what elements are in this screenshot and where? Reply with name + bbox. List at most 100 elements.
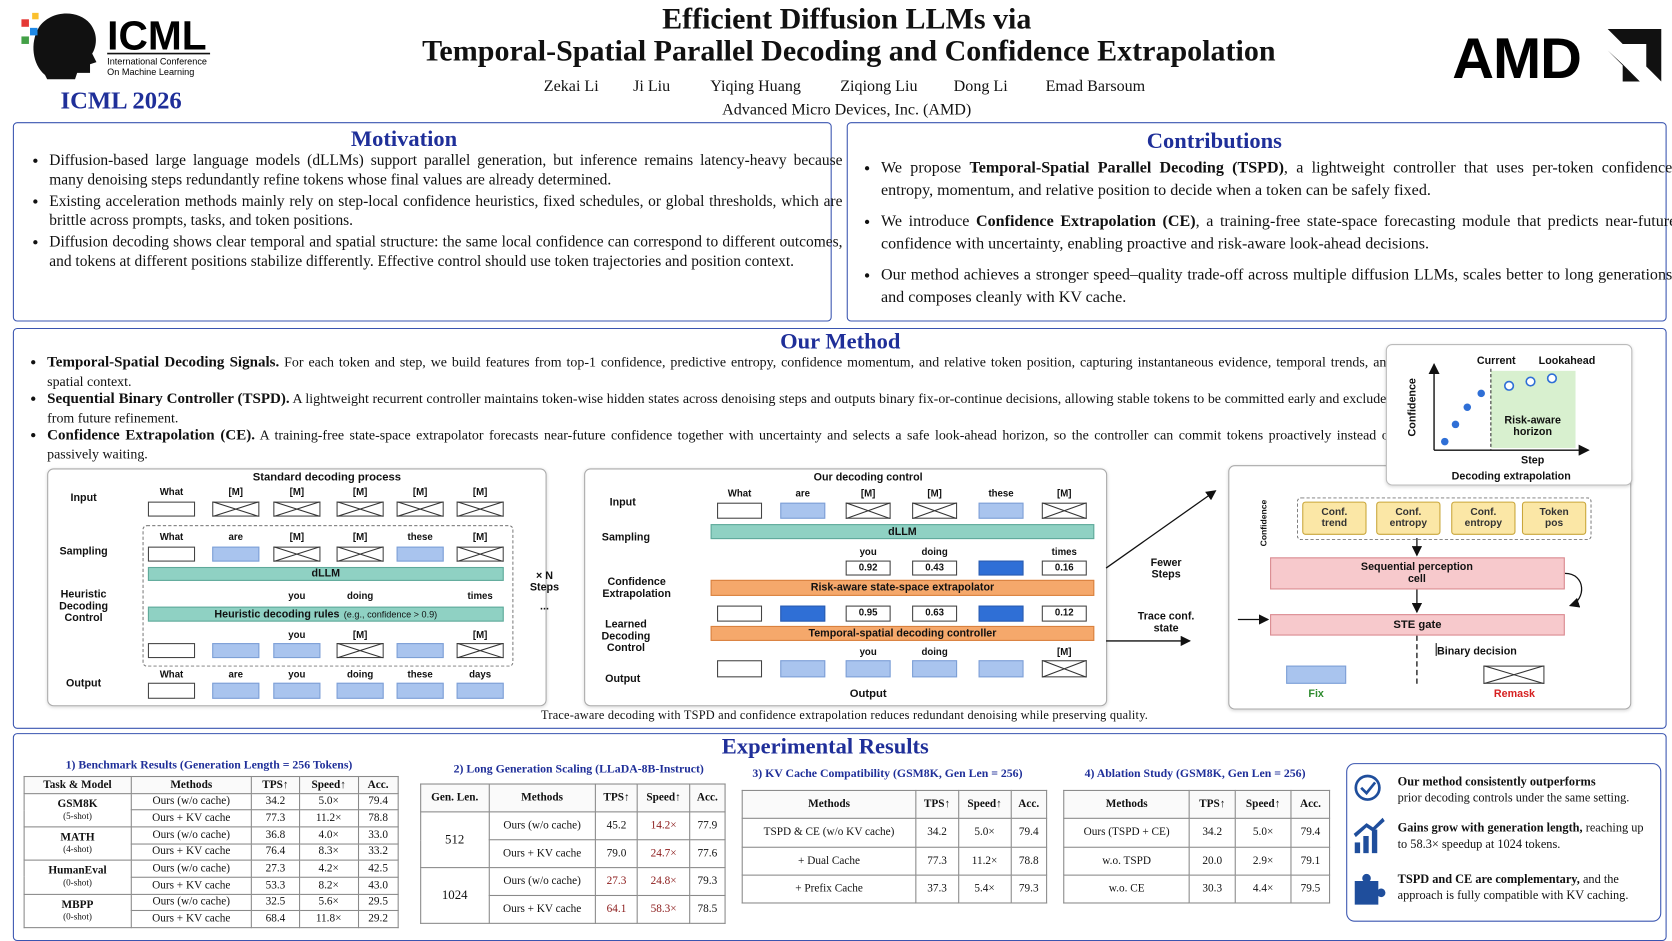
table-cell: 8.3× bbox=[298, 843, 359, 861]
table-cell: 77.9 bbox=[689, 811, 726, 841]
ellipsis: ... bbox=[539, 600, 549, 613]
token-label: days bbox=[469, 668, 492, 680]
sampling-frame bbox=[142, 525, 514, 667]
table-cell: 58.3× bbox=[637, 894, 691, 924]
motivation-item: Existing acceleration methods mainly rel… bbox=[49, 193, 842, 231]
table-cell: 29.5 bbox=[357, 893, 399, 912]
table-cell: 77.3 bbox=[915, 846, 959, 876]
table-row: Ours + KV cache 68.4 11.8× 29.2 bbox=[24, 910, 399, 929]
header-cell: Methods bbox=[1063, 789, 1191, 820]
token-box bbox=[396, 546, 444, 562]
token-box bbox=[1286, 665, 1347, 684]
table-row: Ours + KV cache 77.3 11.2× 78.8 bbox=[24, 809, 399, 828]
task-shot: (0-shot) bbox=[63, 877, 92, 888]
masked-token bbox=[456, 546, 504, 562]
output-label: Output bbox=[849, 687, 887, 701]
text: , a lightweight controller that uses per… bbox=[881, 159, 1672, 200]
token-label: What bbox=[159, 668, 184, 680]
table-cell: 11.8× bbox=[298, 910, 359, 929]
table-cell: 33.2 bbox=[357, 843, 399, 861]
logo-square bbox=[32, 12, 39, 20]
header-cell: Gen. Len. bbox=[420, 783, 490, 813]
table-cell: Ours + KV cache bbox=[488, 894, 597, 924]
row-label: Input bbox=[70, 492, 97, 505]
task-name: MBPP bbox=[61, 899, 94, 911]
table-cell: 4.2× bbox=[298, 859, 359, 878]
token-label: What bbox=[159, 531, 184, 543]
token-label: [M] bbox=[472, 486, 488, 498]
extrapolator-bar: Risk-aware state-space extrapolator bbox=[710, 579, 1095, 596]
token-box bbox=[212, 643, 260, 659]
header-cell: TPS↑ bbox=[1189, 789, 1236, 820]
header-cell: Acc. bbox=[1290, 789, 1331, 820]
token-box bbox=[845, 660, 891, 678]
cross bbox=[396, 501, 444, 517]
logo-square bbox=[21, 19, 29, 27]
table-row: 1024 Ours (w/o cache) 27.3 24.8× 79.3 bbox=[420, 867, 726, 924]
table-title: 1) Benchmark Results (Generation Length … bbox=[65, 758, 353, 772]
motivation-item: Diffusion-based large language models (d… bbox=[49, 152, 842, 190]
token-box bbox=[717, 660, 763, 678]
table-title: 4) Ablation Study (GSM8K, Gen Len = 256) bbox=[1084, 767, 1306, 781]
header-row: Methods TPS↑ Speed↑ Acc. bbox=[741, 789, 1048, 820]
table-cell: 45.2 bbox=[594, 811, 639, 841]
masked-token bbox=[912, 502, 958, 519]
token-box bbox=[147, 501, 196, 517]
header-cell: Speed↑ bbox=[637, 783, 691, 813]
task-shot: (4-shot) bbox=[63, 843, 92, 855]
header-cell: Acc. bbox=[689, 783, 726, 813]
summary-box bbox=[1346, 763, 1662, 922]
table-cell: 78.8 bbox=[1010, 846, 1048, 876]
motivation-list: Diffusion-based large language models (d… bbox=[26, 152, 842, 275]
cross bbox=[273, 501, 321, 517]
table-cell: 14.2× bbox=[637, 811, 691, 841]
cross bbox=[456, 546, 504, 562]
table-cell: 64.1 bbox=[594, 894, 639, 924]
table-cell: Ours (w/o cache) bbox=[488, 811, 597, 841]
table-cell: 79.4 bbox=[1290, 818, 1331, 848]
masked-token bbox=[336, 501, 384, 517]
inset-label: Current bbox=[1476, 355, 1516, 368]
cross bbox=[912, 502, 958, 519]
table-cell: Ours + KV cache bbox=[130, 843, 253, 861]
axis-label: Confidence bbox=[1258, 499, 1269, 547]
token-box bbox=[396, 643, 444, 659]
token-label: doing bbox=[346, 590, 374, 602]
feature-box bbox=[1376, 501, 1441, 535]
scaling-table: Gen. Len. Methods TPS↑ Speed↑ Acc. 512 Ours (w… bbox=[420, 783, 726, 924]
feature-label: Conf. entropy bbox=[1389, 506, 1428, 530]
cross bbox=[212, 501, 260, 517]
table-cell: 77.6 bbox=[689, 839, 726, 869]
header-cell: Speed↑ bbox=[298, 775, 359, 794]
table-cell: 4.4× bbox=[1234, 874, 1292, 904]
table-row: Ours + KV cache 53.3 8.2× 43.0 bbox=[24, 876, 399, 895]
table-cell: 33.0 bbox=[357, 826, 399, 845]
token-box bbox=[780, 605, 826, 622]
model-bar: dLLM bbox=[710, 524, 1095, 540]
table-cell: 77.3 bbox=[251, 809, 300, 828]
token-box bbox=[978, 605, 1024, 622]
text-bold: Temporal-Spatial Decoding Signals. bbox=[47, 354, 280, 371]
header-cell: Acc. bbox=[357, 775, 399, 794]
token-label: doing bbox=[921, 646, 948, 658]
contributions-list: We propose Temporal-Spatial Parallel Dec… bbox=[857, 158, 1672, 319]
token-label: you bbox=[288, 590, 306, 602]
row-label: Sampling bbox=[601, 532, 651, 544]
token-label: times bbox=[467, 590, 493, 602]
summary-item: Our method consistently outperforms prior… bbox=[1398, 775, 1655, 807]
task-shot: (0-shot) bbox=[63, 910, 92, 922]
token-box bbox=[912, 560, 958, 576]
table-cell: 20.0 bbox=[1189, 846, 1236, 876]
table-cell: 79.0 bbox=[594, 839, 639, 869]
inset-label: Lookahead bbox=[1538, 355, 1596, 368]
masked-token bbox=[336, 643, 384, 659]
inset-label: Risk-aware horizon bbox=[1504, 414, 1561, 439]
contribution-item: Our method achieves a stronger speed–qua… bbox=[881, 265, 1672, 310]
table-cell: 79.4 bbox=[357, 792, 399, 811]
table-cell: 78.8 bbox=[357, 809, 399, 828]
table-cell: 29.2 bbox=[357, 910, 399, 929]
cross bbox=[845, 502, 891, 519]
kv-table: Methods TPS↑ Speed↑ Acc. TSPD & CE (w/o KV c… bbox=[741, 789, 1048, 904]
table-cell: 30.3 bbox=[1189, 874, 1236, 904]
